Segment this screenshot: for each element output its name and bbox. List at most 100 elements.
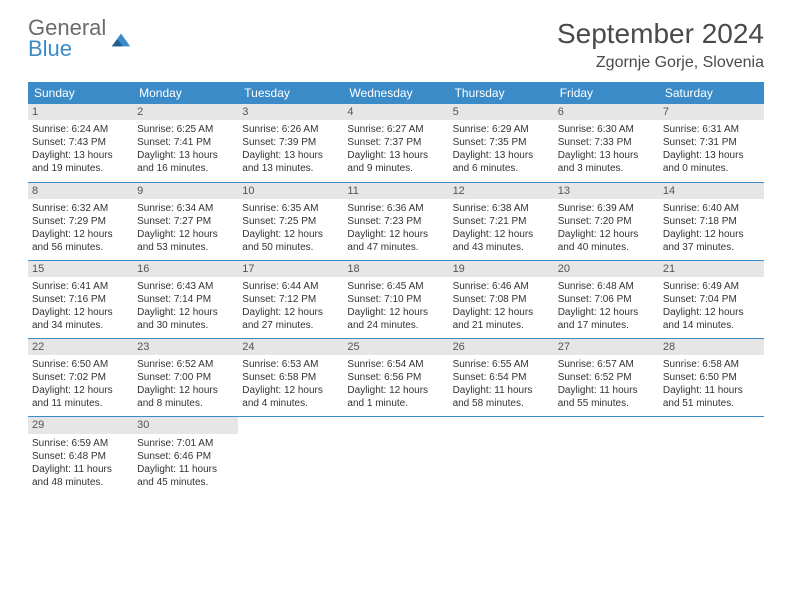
sunset-text: Sunset: 7:21 PM [453,215,550,228]
day-number: 27 [554,339,659,355]
sunrise-text: Sunrise: 6:31 AM [663,123,760,136]
sunrise-text: Sunrise: 6:39 AM [558,202,655,215]
day-cell: 23Sunrise: 6:52 AMSunset: 7:00 PMDayligh… [133,339,238,417]
day-cell: 11Sunrise: 6:36 AMSunset: 7:23 PMDayligh… [343,182,448,260]
day-cell: 17Sunrise: 6:44 AMSunset: 7:12 PMDayligh… [238,260,343,338]
sunset-text: Sunset: 7:43 PM [32,136,129,149]
daylight-text: Daylight: 12 hours and 8 minutes. [137,384,234,410]
day-number: 26 [449,339,554,355]
sunrise-text: Sunrise: 6:59 AM [32,437,129,450]
day-cell: 20 Sunrise: 6:48 AMSunset: 7:06 PMDayligh… [554,260,659,338]
day-cell: 24Sunrise: 6:53 AMSunset: 6:58 PMDayligh… [238,339,343,417]
sunset-text: Sunset: 7:41 PM [137,136,234,149]
sunrise-text: Sunrise: 6:45 AM [347,280,444,293]
sunset-text: Sunset: 6:52 PM [558,371,655,384]
day-cell: 26Sunrise: 6:55 AMSunset: 6:54 PMDayligh… [449,339,554,417]
daylight-text: Daylight: 12 hours and 30 minutes. [137,306,234,332]
day-cell: 2Sunrise: 6:25 AMSunset: 7:41 PMDaylight… [133,104,238,182]
day-number: 20 [554,261,659,277]
sunrise-text: Sunrise: 6:48 AM [558,280,655,293]
daylight-text: Daylight: 13 hours and 3 minutes. [558,149,655,175]
sunrise-text: Sunrise: 6:24 AM [32,123,129,136]
day-number: 16 [133,261,238,277]
logo-mark-icon [110,28,132,50]
day-cell: 10Sunrise: 6:35 AMSunset: 7:25 PMDayligh… [238,182,343,260]
daylight-text: Daylight: 12 hours and 37 minutes. [663,228,760,254]
calendar-body: 1Sunrise: 6:24 AMSunset: 7:43 PMDaylight… [28,104,764,495]
day-number: 4 [343,104,448,120]
col-thu: Thursday [449,82,554,104]
daylight-text: Daylight: 12 hours and 27 minutes. [242,306,339,332]
daylight-text: Daylight: 11 hours and 55 minutes. [558,384,655,410]
day-number: 22 [28,339,133,355]
sunset-text: Sunset: 7:02 PM [32,371,129,384]
col-fri: Friday [554,82,659,104]
day-cell: 27 Sunrise: 6:57 AMSunset: 6:52 PMDayligh… [554,339,659,417]
day-cell [554,417,659,495]
sunrise-text: Sunrise: 6:41 AM [32,280,129,293]
week-row: 1Sunrise: 6:24 AMSunset: 7:43 PMDaylight… [28,104,764,182]
week-row: 22Sunrise: 6:50 AMSunset: 7:02 PMDayligh… [28,339,764,417]
sunrise-text: Sunrise: 6:36 AM [347,202,444,215]
daylight-text: Daylight: 12 hours and 43 minutes. [453,228,550,254]
day-header-row: Sunday Monday Tuesday Wednesday Thursday… [28,82,764,104]
daylight-text: Daylight: 12 hours and 14 minutes. [663,306,760,332]
sunrise-text: Sunrise: 6:30 AM [558,123,655,136]
daylight-text: Daylight: 12 hours and 53 minutes. [137,228,234,254]
sunrise-text: Sunrise: 6:32 AM [32,202,129,215]
daylight-text: Daylight: 12 hours and 24 minutes. [347,306,444,332]
sunset-text: Sunset: 6:50 PM [663,371,760,384]
daylight-text: Daylight: 11 hours and 51 minutes. [663,384,760,410]
sunrise-text: Sunrise: 6:53 AM [242,358,339,371]
sunrise-text: Sunrise: 6:25 AM [137,123,234,136]
daylight-text: Daylight: 12 hours and 56 minutes. [32,228,129,254]
day-cell: 6Sunrise: 6:30 AMSunset: 7:33 PMDaylight… [554,104,659,182]
daylight-text: Daylight: 12 hours and 4 minutes. [242,384,339,410]
sunset-text: Sunset: 7:14 PM [137,293,234,306]
daylight-text: Daylight: 13 hours and 6 minutes. [453,149,550,175]
day-cell: 16 Sunrise: 6:43 AMSunset: 7:14 PMDayligh… [133,260,238,338]
sunset-text: Sunset: 7:08 PM [453,293,550,306]
sunset-text: Sunset: 7:31 PM [663,136,760,149]
sunrise-text: Sunrise: 6:49 AM [663,280,760,293]
day-cell: 13 Sunrise: 6:39 AMSunset: 7:20 PMDayligh… [554,182,659,260]
day-cell [659,417,764,495]
daylight-text: Daylight: 12 hours and 40 minutes. [558,228,655,254]
daylight-text: Daylight: 12 hours and 11 minutes. [32,384,129,410]
day-number: 21 [659,261,764,277]
sunrise-text: Sunrise: 6:38 AM [453,202,550,215]
day-cell: 8Sunrise: 6:32 AMSunset: 7:29 PMDaylight… [28,182,133,260]
title-block: September 2024 Zgornje Gorje, Slovenia [557,18,764,72]
daylight-text: Daylight: 13 hours and 9 minutes. [347,149,444,175]
page-header: General Blue September 2024 Zgornje Gorj… [28,18,764,72]
sunrise-text: Sunrise: 6:40 AM [663,202,760,215]
sunset-text: Sunset: 6:58 PM [242,371,339,384]
day-number: 12 [449,183,554,199]
day-number: 13 [554,183,659,199]
daylight-text: Daylight: 12 hours and 17 minutes. [558,306,655,332]
sunrise-text: Sunrise: 6:34 AM [137,202,234,215]
month-title: September 2024 [557,18,764,50]
day-cell: 14Sunrise: 6:40 AMSunset: 7:18 PMDayligh… [659,182,764,260]
day-cell: 3Sunrise: 6:26 AMSunset: 7:39 PMDaylight… [238,104,343,182]
day-cell: 25Sunrise: 6:54 AMSunset: 6:56 PMDayligh… [343,339,448,417]
daylight-text: Daylight: 11 hours and 58 minutes. [453,384,550,410]
day-cell: 18Sunrise: 6:45 AMSunset: 7:10 PMDayligh… [343,260,448,338]
sunset-text: Sunset: 7:16 PM [32,293,129,306]
day-cell: 12 Sunrise: 6:38 AMSunset: 7:21 PMDayligh… [449,182,554,260]
sunrise-text: Sunrise: 6:52 AM [137,358,234,371]
day-number: 25 [343,339,448,355]
daylight-text: Daylight: 12 hours and 34 minutes. [32,306,129,332]
day-number: 30 [133,417,238,433]
day-number: 29 [28,417,133,433]
sunset-text: Sunset: 7:20 PM [558,215,655,228]
sunrise-text: Sunrise: 6:57 AM [558,358,655,371]
sunset-text: Sunset: 7:10 PM [347,293,444,306]
sunset-text: Sunset: 7:06 PM [558,293,655,306]
sunrise-text: Sunrise: 6:43 AM [137,280,234,293]
sunset-text: Sunset: 7:25 PM [242,215,339,228]
sunrise-text: Sunrise: 6:46 AM [453,280,550,293]
week-row: 8Sunrise: 6:32 AMSunset: 7:29 PMDaylight… [28,182,764,260]
col-tue: Tuesday [238,82,343,104]
daylight-text: Daylight: 12 hours and 1 minute. [347,384,444,410]
